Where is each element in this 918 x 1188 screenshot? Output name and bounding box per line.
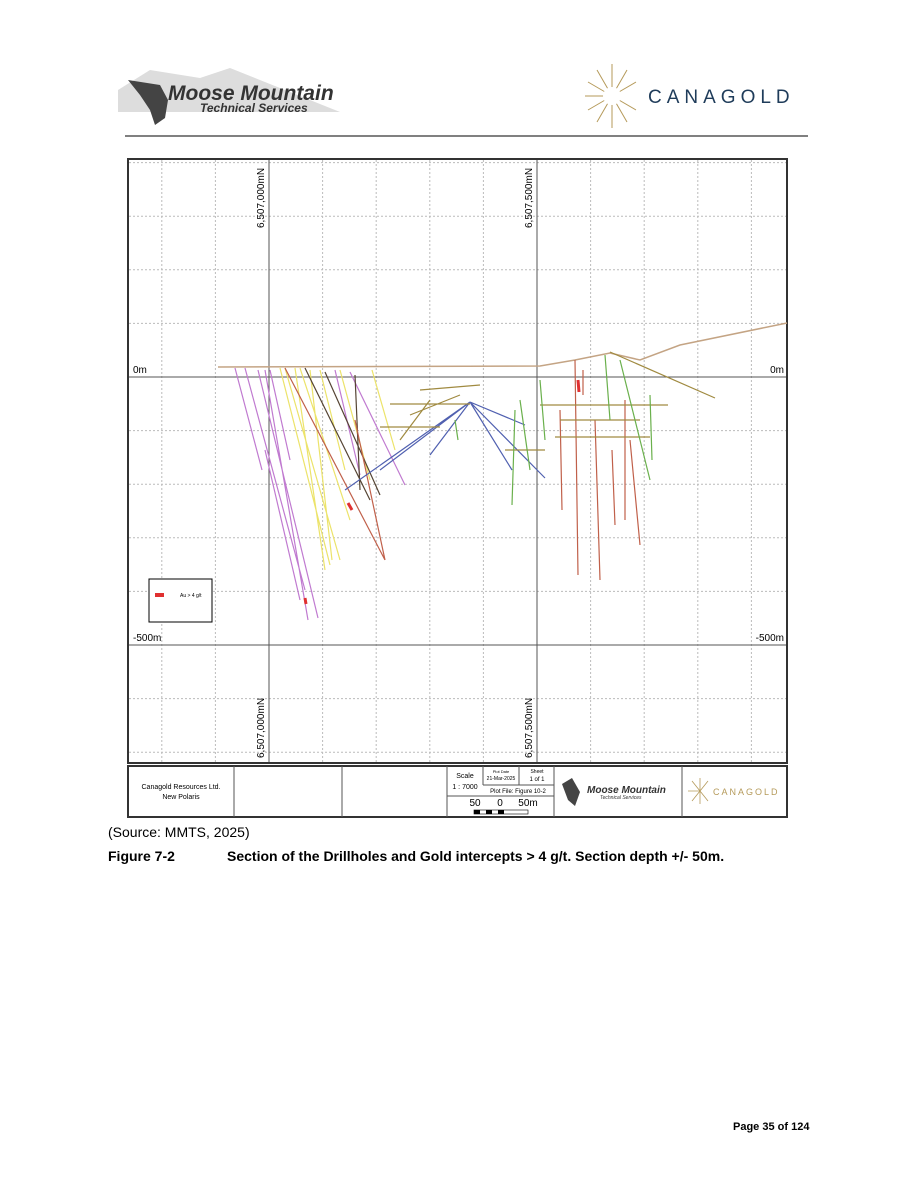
topography: [217, 322, 788, 368]
drillholes-blue: [344, 401, 546, 491]
scale-bar-label: 50m: [518, 798, 537, 809]
drillholes: [234, 351, 716, 621]
scale: 1 : 7000: [452, 784, 477, 791]
project: New Polaris: [162, 794, 200, 801]
drillholes-red: [284, 359, 641, 581]
logo-subtitle: Technical Services: [200, 101, 308, 115]
figure-title: Section of the Drillholes and Gold inter…: [227, 848, 725, 864]
small-logo-subtitle: Technical Services: [600, 795, 642, 801]
plot-date-label: Plot Date: [493, 769, 510, 774]
page-number: Page 35 of 124: [733, 1121, 810, 1133]
sunburst-core: [603, 87, 621, 105]
sunburst-rays: [585, 64, 637, 128]
scale-bar-label: 50: [469, 798, 481, 809]
sunburst: [585, 64, 637, 128]
legend-box: [148, 578, 213, 623]
grid-label: 6,507,500mN: [524, 698, 535, 758]
logo-right: CANAGOLD: [585, 64, 795, 128]
grid-label: 6,507,500mN: [524, 168, 535, 228]
legend-swatch: [155, 593, 164, 597]
small-logo-title: Moose Mountain: [587, 785, 666, 796]
figure-frame: [127, 158, 788, 764]
drillholes-green: [454, 354, 653, 506]
grid-label: -500m: [133, 633, 161, 644]
scale-label: Scale: [456, 773, 474, 780]
small-sunburst: [688, 778, 709, 804]
scale-bar: [474, 810, 504, 814]
company: Canagold Resources Ltd.: [142, 784, 221, 791]
title-block-dividers: [233, 766, 683, 817]
grid-label: 0m: [133, 365, 147, 376]
small-moose: [562, 778, 580, 806]
logo-mountain: [118, 68, 340, 112]
logo-moose: [128, 80, 168, 125]
figure-number: Figure 7-2: [108, 848, 175, 864]
scale-bar-label: 0: [497, 798, 503, 809]
small-logo-text: CANAGOLD: [713, 787, 780, 797]
title-block: [127, 765, 788, 818]
logo-left: Moose Mountain Technical Services: [118, 68, 340, 125]
source: (Source: MMTS, 2025): [108, 824, 250, 840]
legend-label: Au > 4 g/t: [180, 593, 202, 599]
logo-text: CANAGOLD: [648, 87, 795, 108]
plot-file: Plot File: Figure 10-2: [490, 789, 546, 795]
drillholes-olive: [380, 351, 716, 451]
grid-label: 6,507,000mN: [256, 168, 267, 228]
logo-title: Moose Mountain: [168, 82, 334, 105]
grid-label: 0m: [770, 365, 784, 376]
grid-label: -500m: [756, 633, 784, 644]
gold-intercepts: [303, 379, 581, 605]
grid-label: 6,507,000mN: [256, 698, 267, 758]
sheet-label: Sheet: [530, 769, 544, 775]
plot-date: 21-Mar-2025: [487, 776, 516, 782]
scale-bar-outline: [473, 809, 529, 815]
sheet: 1 of 1: [529, 777, 545, 783]
